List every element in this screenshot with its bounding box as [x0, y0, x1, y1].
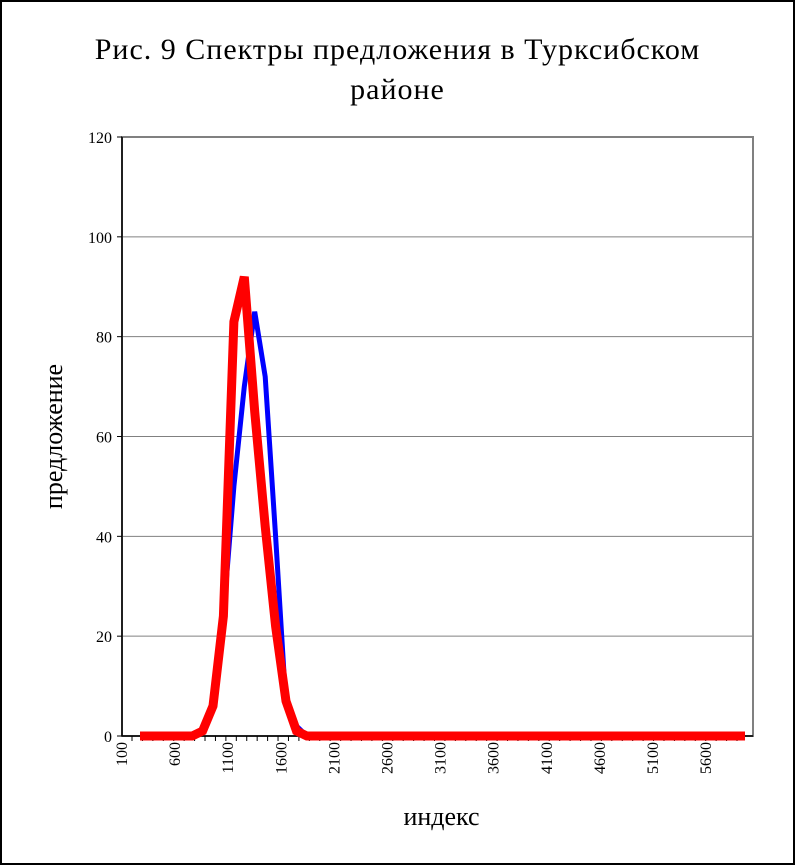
x-tick-label: 1600 — [273, 742, 290, 774]
x-tick-label: 2100 — [326, 742, 343, 774]
x-tick-label: 5100 — [645, 742, 662, 774]
x-tick-label: 3100 — [433, 742, 450, 774]
y-tick-label: 0 — [104, 729, 112, 746]
x-axis-label: индекс — [403, 802, 479, 831]
y-tick-label: 80 — [96, 330, 112, 347]
y-tick-label: 20 — [96, 629, 112, 646]
y-tick-label: 60 — [96, 430, 112, 447]
chart-title-line2: районе — [350, 73, 445, 106]
chart-title-line1: Рис. 9 Спектры предложения в Турксибском — [94, 33, 701, 66]
x-tick-label: 4100 — [539, 742, 556, 774]
y-tick-label: 120 — [88, 130, 112, 147]
series-line-2 — [140, 275, 745, 741]
x-tick-label: 3600 — [486, 742, 503, 774]
y-axis-label: предложение — [39, 364, 68, 509]
chart-title: Рис. 9 Спектры предложения в Турксибском… — [0, 30, 795, 110]
x-tick-label: 100 — [114, 742, 131, 766]
x-tick-label: 4600 — [592, 742, 609, 774]
x-tick-label: 600 — [167, 742, 184, 766]
y-tick-label: 100 — [88, 230, 112, 247]
y-tick-label: 40 — [96, 529, 112, 546]
x-tick-label: 2600 — [380, 742, 397, 774]
x-tick-label: 5600 — [698, 742, 715, 774]
x-tick-label: 1100 — [220, 742, 237, 773]
